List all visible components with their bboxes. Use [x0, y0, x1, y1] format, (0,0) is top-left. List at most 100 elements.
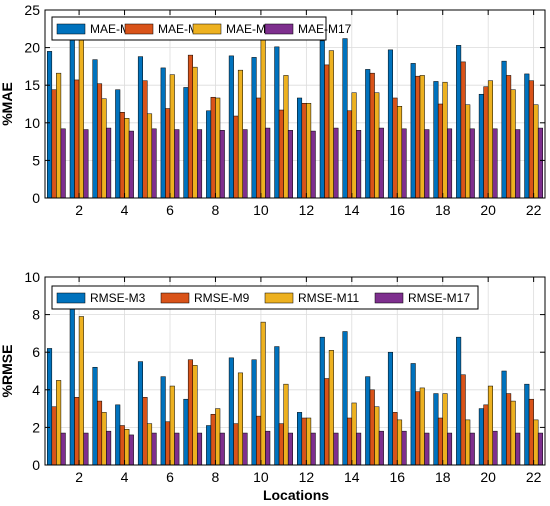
bar-mae-m17-loc-17: [424, 129, 430, 199]
bar-rmse-m17-loc-19: [469, 432, 475, 466]
bar-mae-m17-loc-22: [537, 127, 543, 199]
legend-swatch: [264, 23, 294, 35]
bar-rmse-m17-loc-7: [197, 432, 203, 466]
bar-mae-m11-loc-22: [533, 104, 539, 199]
x-tick-label: 16: [389, 469, 405, 485]
x-tick-label: 12: [299, 202, 315, 218]
bar-rmse-m11-loc-5: [147, 423, 153, 466]
bar-rmse-m9-loc-16: [392, 412, 398, 466]
bar-mae-m17-loc-7: [197, 129, 203, 199]
bar-rmse-m9-loc-14: [347, 417, 353, 466]
bar-rmse-m11-loc-11: [283, 383, 289, 466]
bar-mae-m3-loc-14: [342, 38, 348, 199]
bar-rmse-m3-loc-3: [92, 366, 98, 466]
bar-mae-m17-loc-18: [447, 128, 453, 199]
bar-rmse-m3-loc-12: [297, 412, 303, 466]
bar-rmse-m3-loc-21: [501, 370, 507, 466]
bar-mae-m3-loc-4: [115, 89, 121, 199]
bar-rmse-m17-loc-21: [515, 432, 521, 466]
bar-rmse-m3-loc-22: [524, 383, 530, 466]
bars: [47, 308, 543, 466]
bar-rmse-m3-loc-8: [206, 425, 212, 466]
bar-rmse-m9-loc-5: [142, 397, 148, 466]
bar-mae-m3-loc-19: [456, 45, 462, 199]
bar-rmse-m3-loc-5: [137, 361, 143, 466]
x-tick-label: 20: [480, 202, 496, 218]
bar-mae-m17-loc-5: [151, 128, 157, 199]
bar-rmse-m17-loc-4: [128, 434, 134, 466]
bar-mae-m3-loc-12: [297, 97, 303, 199]
bar-rmse-m11-loc-21: [510, 400, 516, 466]
bar-rmse-m9-loc-12: [301, 417, 307, 466]
bar-mae-m11-loc-13: [328, 50, 334, 199]
legend-swatch: [124, 23, 154, 35]
bar-rmse-m17-loc-3: [106, 430, 112, 466]
bar-mae-m9-loc-1: [51, 89, 57, 199]
legend: RMSE-M3 RMSE-M9 RMSE-M11 RMSE-M17: [51, 285, 479, 310]
bar-rmse-m9-loc-18: [437, 417, 443, 466]
x-tick-label: 20: [480, 469, 496, 485]
plot-frame: [44, 276, 546, 466]
bar-mae-m3-loc-5: [137, 56, 143, 199]
bar-mae-m17-loc-4: [128, 130, 134, 199]
bar-mae-m11-loc-16: [397, 106, 403, 199]
y-axis-label: %MAE: [0, 82, 15, 126]
bar-rmse-m17-loc-17: [424, 432, 430, 466]
legend-swatch: [56, 23, 86, 35]
bar-rmse-m11-loc-12: [306, 417, 312, 466]
y-tick-label: 2: [32, 419, 40, 435]
bar-rmse-m9-loc-11: [278, 423, 284, 466]
x-tick-label: 4: [121, 469, 129, 485]
bar-rmse-m9-loc-6: [165, 421, 171, 466]
bar-mae-m11-loc-10: [260, 36, 266, 199]
y-tick-label: 15: [24, 77, 40, 93]
bar-rmse-m17-loc-8: [219, 432, 225, 466]
legend-label: MAE-M17: [298, 22, 352, 36]
bar-rmse-m3-loc-16: [387, 351, 393, 466]
bar-mae-m9-loc-14: [347, 110, 353, 199]
y-tick-label: 5: [32, 152, 40, 168]
bar-rmse-m9-loc-1: [51, 406, 57, 466]
bar-mae-m3-loc-13: [319, 40, 325, 199]
bar-mae-m17-loc-20: [492, 128, 498, 199]
bar-rmse-m3-loc-10: [251, 359, 257, 466]
bar-rmse-m9-loc-19: [460, 374, 466, 466]
bar-rmse-m3-loc-7: [183, 398, 189, 466]
bar-mae-m9-loc-19: [460, 61, 466, 199]
bar-mae-m17-loc-2: [83, 129, 89, 199]
bar-rmse-m9-loc-4: [119, 425, 125, 466]
bar-rmse-m9-loc-22: [528, 398, 534, 466]
bar-rmse-m17-loc-5: [151, 432, 157, 466]
bar-mae-m17-loc-14: [356, 130, 362, 199]
bar-mae-m9-loc-11: [278, 109, 284, 199]
bar-mae-m11-loc-18: [442, 81, 448, 199]
bar-mae-m17-loc-12: [310, 130, 316, 199]
bar-mae-m3-loc-9: [228, 55, 234, 199]
bar-mae-m11-loc-14: [351, 92, 357, 199]
x-tick-label: 22: [526, 469, 542, 485]
x-tick-label: 14: [344, 202, 360, 218]
y-tick-label: 25: [24, 2, 40, 18]
bar-mae-m11-loc-3: [101, 98, 107, 199]
bar-mae-m11-loc-19: [465, 104, 471, 199]
legend-label: RMSE-M17: [408, 291, 470, 305]
bar-mae-m11-loc-15: [374, 92, 380, 199]
bar-mae-m11-loc-21: [510, 89, 516, 199]
bar-mae-m17-loc-19: [469, 128, 475, 199]
bar-mae-m11-loc-20: [487, 80, 493, 199]
bar-mae-m17-loc-11: [287, 130, 293, 199]
bar-rmse-m11-loc-3: [101, 412, 107, 466]
legend-swatch: [374, 292, 404, 304]
bar-mae-m11-loc-5: [147, 113, 153, 199]
x-tick-label: 18: [435, 469, 451, 485]
legend-swatch: [56, 292, 86, 304]
legend-swatch: [192, 23, 222, 35]
y-tick-label: 10: [24, 269, 40, 285]
bar-rmse-m9-loc-7: [187, 359, 193, 466]
x-tick-label: 10: [253, 202, 269, 218]
bar-mae-m11-loc-17: [419, 75, 425, 199]
bar-mae-m11-loc-8: [215, 97, 221, 199]
bar-mae-m3-loc-21: [501, 60, 507, 199]
bar-mae-m9-loc-7: [187, 54, 193, 199]
